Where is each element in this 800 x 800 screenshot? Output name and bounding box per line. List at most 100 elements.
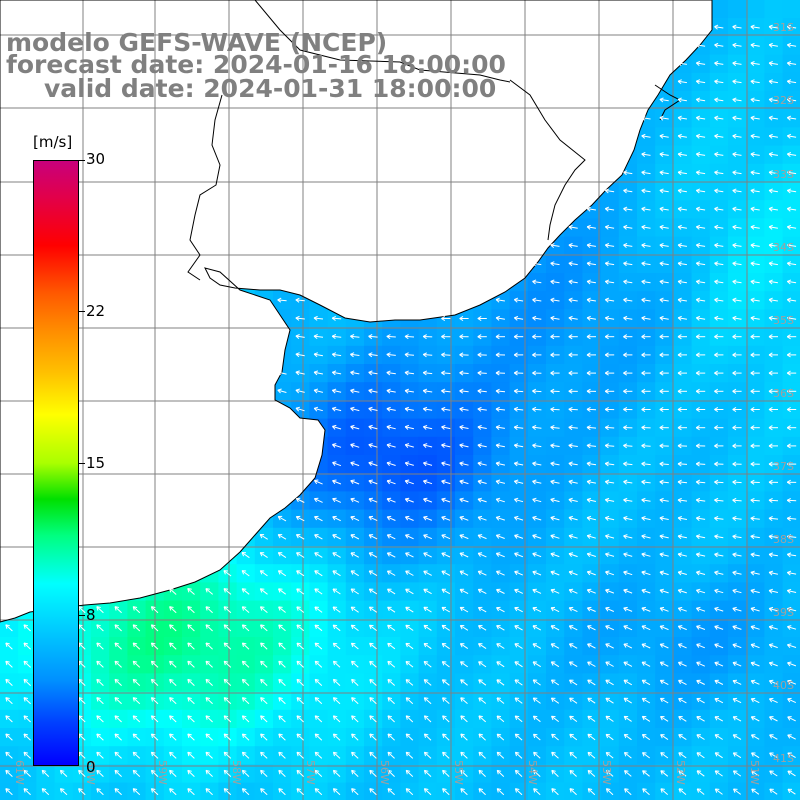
wind-arrow [513, 425, 524, 430]
wind-arrow [495, 406, 506, 412]
wind-arrow [695, 97, 706, 103]
wind-arrow [442, 788, 450, 796]
wind-arrow [714, 788, 723, 795]
wind-arrow [532, 334, 542, 340]
wind-arrow [278, 769, 286, 777]
wind-arrow [732, 206, 742, 212]
wind-arrow [513, 388, 524, 394]
colorbar-tick-0: 0 [86, 758, 96, 776]
wind-arrow [460, 751, 468, 759]
wind-arrow [587, 679, 596, 686]
wind-arrow [495, 352, 506, 358]
wind-arrow [241, 570, 250, 577]
lon-label: 59W [156, 760, 169, 785]
wind-arrow [786, 570, 797, 576]
wind-arrow [314, 697, 323, 705]
wind-arrow [460, 733, 468, 741]
wind-arrow [569, 788, 577, 796]
wind-arrow [187, 715, 195, 723]
wind-arrow [623, 334, 633, 340]
wind-arrow [623, 516, 633, 521]
wind-arrow [695, 315, 706, 321]
wind-arrow [550, 625, 560, 631]
wind-arrow [477, 588, 487, 595]
wind-arrow [478, 643, 487, 650]
wind-arrow [550, 534, 560, 539]
wind-arrow [169, 697, 177, 705]
wind-arrow [533, 733, 541, 741]
wind-speed-cell [746, 0, 765, 19]
wind-arrow [677, 534, 688, 540]
wind-arrow [478, 769, 486, 777]
wind-arrow [768, 697, 778, 704]
wind-arrow [677, 115, 687, 121]
wind-arrow [96, 660, 104, 668]
wind-arrow [641, 206, 651, 212]
wind-arrow [568, 315, 578, 321]
wind-arrow [532, 443, 542, 449]
wind-arrow [586, 315, 596, 321]
wind-arrow [550, 570, 560, 576]
wind-arrow [386, 497, 396, 503]
wind-arrow [514, 788, 523, 796]
wind-arrow [441, 661, 450, 668]
wind-arrow [405, 697, 414, 705]
wind-arrow [532, 261, 542, 267]
wind-arrow [641, 697, 651, 704]
wind-arrow [423, 769, 432, 777]
wind-arrow [314, 733, 323, 741]
wind-arrow [586, 206, 596, 212]
wind-arrow [260, 697, 268, 705]
wind-arrow [695, 534, 706, 540]
wind-arrow [169, 642, 177, 650]
lon-label: 58W [230, 760, 243, 785]
wind-arrows [5, 24, 797, 796]
wind-arrow [386, 370, 396, 376]
wind-arrow [295, 315, 305, 321]
wind-arrow [568, 297, 578, 303]
wind-arrow [514, 733, 523, 741]
wind-arrow [768, 443, 778, 449]
wind-arrow [641, 552, 651, 558]
wind-arrow [695, 461, 706, 467]
wind-arrow [459, 534, 469, 540]
wind-arrow [732, 552, 742, 558]
wind-arrow [623, 752, 632, 759]
wind-arrow [750, 406, 760, 413]
wind-arrow [404, 497, 414, 503]
wind-arrow [677, 443, 688, 449]
wind-arrow [405, 552, 414, 558]
wind-arrow [586, 461, 597, 467]
wind-arrow [441, 315, 451, 322]
wind-arrow [351, 678, 359, 686]
wind-arrow [696, 661, 706, 667]
wind-arrow [768, 261, 778, 267]
wind-arrow [169, 660, 177, 668]
wind-arrow [695, 224, 706, 230]
wind-arrow [259, 534, 268, 540]
wind-arrow [368, 606, 378, 613]
wind-arrow [587, 751, 596, 759]
wind-arrow [241, 769, 250, 777]
wind-arrow [714, 643, 724, 649]
wind-arrow [768, 315, 778, 321]
wind-arrow [351, 788, 359, 796]
wind-arrow [514, 715, 523, 723]
wind-arrow [732, 370, 742, 376]
wind-arrow [132, 751, 141, 759]
wind-arrow [696, 588, 706, 594]
wind-arrow [786, 79, 797, 85]
wind-arrow [732, 570, 742, 576]
wind-arrow [423, 606, 432, 613]
wind-arrow [387, 733, 395, 741]
wind-arrow [677, 279, 687, 285]
wind-arrow [786, 152, 797, 157]
wind-arrow [732, 770, 742, 777]
colorbar-tickmark [79, 463, 85, 464]
wind-arrow [641, 224, 651, 230]
wind-arrow [641, 461, 651, 467]
wind-arrow [678, 770, 687, 777]
wind-arrow [660, 752, 669, 759]
wind-arrow [442, 769, 450, 777]
lon-label: 52W [674, 760, 687, 785]
